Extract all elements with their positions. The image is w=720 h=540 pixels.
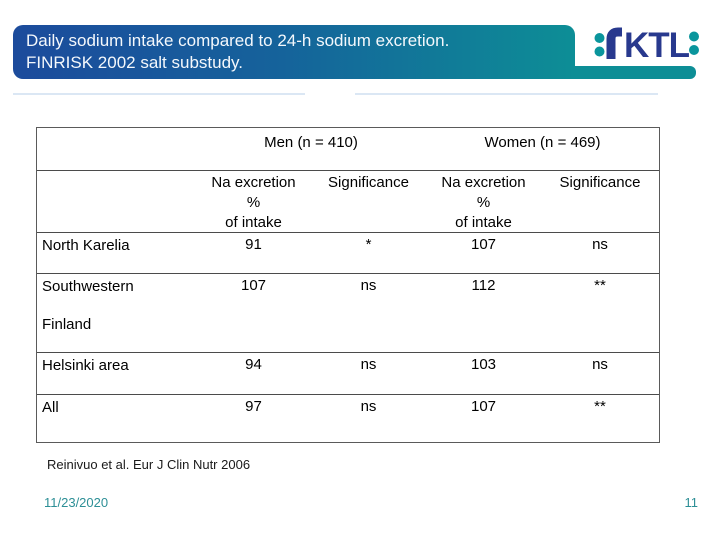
slide-title-banner: Daily sodium intake compared to 24-h sod…	[13, 25, 575, 79]
row-north-karelia-women-sig: ns	[541, 232, 659, 273]
row-north-karelia-women-na: 107	[426, 232, 541, 273]
sub-header-men-significance: Significance	[311, 170, 426, 232]
row-all-men-sig: ns	[311, 394, 426, 442]
page-number: 11	[684, 495, 699, 510]
row-helsinki-area-men-sig: ns	[311, 352, 426, 394]
row-helsinki-area-label: Helsinki area	[37, 352, 196, 394]
title-placeholder-underline-right	[355, 93, 658, 95]
row-all-label: All	[37, 394, 196, 442]
row-north-karelia-men-sig: *	[311, 232, 426, 273]
row-all-women-na: 107	[426, 394, 541, 442]
row-southwestern-finland-label: Southwestern Finland	[37, 273, 196, 352]
citation-text: Reinivuo et al. Eur J Clin Nutr 2006	[47, 457, 251, 472]
row-all-men-na: 97	[196, 394, 311, 442]
row-helsinki-area-women-na: 103	[426, 352, 541, 394]
row-north-karelia-label: North Karelia	[37, 232, 196, 273]
row-southwestern-finland-women-na: 112	[426, 273, 541, 352]
title-placeholder-underline-left	[13, 93, 305, 95]
row-north-karelia-men-na: 91	[196, 232, 311, 273]
row-helsinki-area-women-sig: ns	[541, 352, 659, 394]
sub-header-men-na: Na excretion % of intake	[196, 170, 311, 232]
slide-date: 11/23/2020	[44, 495, 109, 510]
ktl-logo-text: KTL	[624, 26, 690, 63]
group-header-men: Men (n = 410)	[264, 134, 358, 151]
row-southwestern-finland-men-na: 107	[196, 273, 311, 352]
row-all-women-sig: **	[541, 394, 659, 442]
sub-header-women-significance: Significance	[541, 170, 659, 232]
ktl-logo-icon: KTL	[594, 26, 699, 65]
sub-header-women-na: Na excretion % of intake	[426, 170, 541, 232]
table-corner-cell	[37, 128, 196, 170]
row-helsinki-area-men-na: 94	[196, 352, 311, 394]
slide-title-line2: FINRISK 2002 salt substudy.	[26, 53, 244, 72]
row-southwestern-finland-women-sig: **	[541, 273, 659, 352]
slide-title-line1: Daily sodium intake compared to 24-h sod…	[26, 31, 450, 50]
sodium-excretion-table: Men (n = 410) Women (n = 469) Na excreti…	[36, 127, 660, 443]
sub-header-empty	[37, 170, 196, 232]
ktl-logo: KTL	[594, 23, 700, 65]
row-southwestern-finland-men-sig: ns	[311, 273, 426, 352]
header-teal-bar	[548, 66, 696, 79]
group-header-women: Women (n = 469)	[484, 134, 601, 151]
